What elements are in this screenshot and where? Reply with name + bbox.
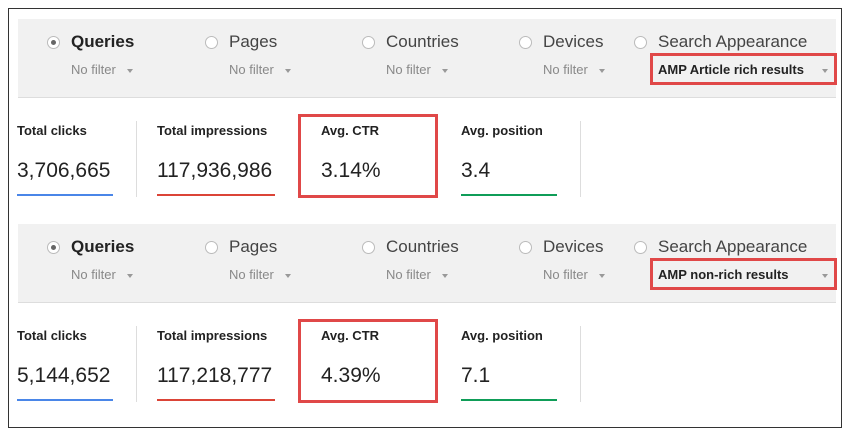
metric-value: 117,218,777 xyxy=(157,364,273,387)
tab-label[interactable]: Search Appearance xyxy=(658,32,808,51)
dropdown-caret xyxy=(442,274,448,278)
metric-underline xyxy=(17,194,113,196)
tab-label[interactable]: Queries xyxy=(71,237,135,256)
metric-underline xyxy=(461,399,557,401)
metric-underline xyxy=(17,399,113,401)
filter-dropdown[interactable]: No filter xyxy=(229,62,274,77)
radio-button[interactable] xyxy=(205,241,218,254)
dropdown-caret xyxy=(285,274,291,278)
highlight-box xyxy=(650,258,837,290)
divider xyxy=(580,121,581,197)
radio-button[interactable] xyxy=(519,241,532,254)
tab-label[interactable]: Devices xyxy=(543,237,604,256)
radio-button[interactable] xyxy=(634,36,647,49)
divider xyxy=(136,326,137,402)
tab-label[interactable]: Countries xyxy=(386,237,459,256)
dropdown-caret xyxy=(822,69,828,73)
metric-label[interactable]: Avg. position xyxy=(461,123,543,138)
metric-value: 3.4 xyxy=(461,159,491,182)
metric-underline xyxy=(157,194,275,196)
divider xyxy=(136,121,137,197)
metric-label[interactable]: Total impressions xyxy=(157,328,268,343)
filter-dropdown[interactable]: No filter xyxy=(386,62,431,77)
dropdown-caret xyxy=(822,274,828,278)
metric-value: 4.39% xyxy=(321,364,381,387)
filter-dropdown[interactable]: AMP Article rich results xyxy=(658,62,804,77)
dropdown-caret xyxy=(599,69,605,73)
radio-button[interactable] xyxy=(519,36,532,49)
dropdown-caret xyxy=(285,69,291,73)
metric-underline xyxy=(157,399,275,401)
metric-label[interactable]: Total clicks xyxy=(17,123,87,138)
filter-dropdown[interactable]: No filter xyxy=(71,267,116,282)
radio-button[interactable] xyxy=(362,36,375,49)
metric-label[interactable]: Avg. position xyxy=(461,328,543,343)
radio-button[interactable] xyxy=(47,36,60,49)
metric-label[interactable]: Avg. CTR xyxy=(321,328,380,343)
filter-dropdown[interactable]: No filter xyxy=(229,267,274,282)
filter-dropdown[interactable]: No filter xyxy=(71,62,116,77)
metric-value: 7.1 xyxy=(461,364,491,387)
filter-bar xyxy=(18,19,836,98)
dropdown-caret xyxy=(442,69,448,73)
filter-dropdown[interactable]: No filter xyxy=(543,62,588,77)
filter-dropdown[interactable]: No filter xyxy=(543,267,588,282)
metric-underline xyxy=(461,194,557,196)
highlight-box xyxy=(650,53,837,85)
tab-label[interactable]: Queries xyxy=(71,32,135,51)
filter-dropdown[interactable]: No filter xyxy=(386,267,431,282)
metric-value: 117,936,986 xyxy=(157,159,273,182)
metric-label[interactable]: Total clicks xyxy=(17,328,87,343)
metric-value: 3,706,665 xyxy=(17,159,111,182)
dropdown-caret xyxy=(599,274,605,278)
dropdown-caret xyxy=(127,274,133,278)
tab-label[interactable]: Devices xyxy=(543,32,604,51)
dropdown-caret xyxy=(127,69,133,73)
radio-button[interactable] xyxy=(362,241,375,254)
screenshot: Queries No filter Pages No filter Countries N… xyxy=(8,8,842,428)
radio-button[interactable] xyxy=(634,241,647,254)
metric-label[interactable]: Avg. CTR xyxy=(321,123,380,138)
metric-value: 3.14% xyxy=(321,159,381,182)
metric-value: 5,144,652 xyxy=(17,364,111,387)
metric-label[interactable]: Total impressions xyxy=(157,123,268,138)
divider xyxy=(580,326,581,402)
tab-label[interactable]: Pages xyxy=(229,32,278,51)
highlight-box xyxy=(298,114,438,198)
filter-dropdown[interactable]: AMP non-rich results xyxy=(658,267,789,282)
radio-button[interactable] xyxy=(205,36,218,49)
tab-label[interactable]: Search Appearance xyxy=(658,237,808,256)
radio-button[interactable] xyxy=(47,241,60,254)
tab-label[interactable]: Countries xyxy=(386,32,459,51)
tab-label[interactable]: Pages xyxy=(229,237,278,256)
highlight-box xyxy=(298,319,438,403)
